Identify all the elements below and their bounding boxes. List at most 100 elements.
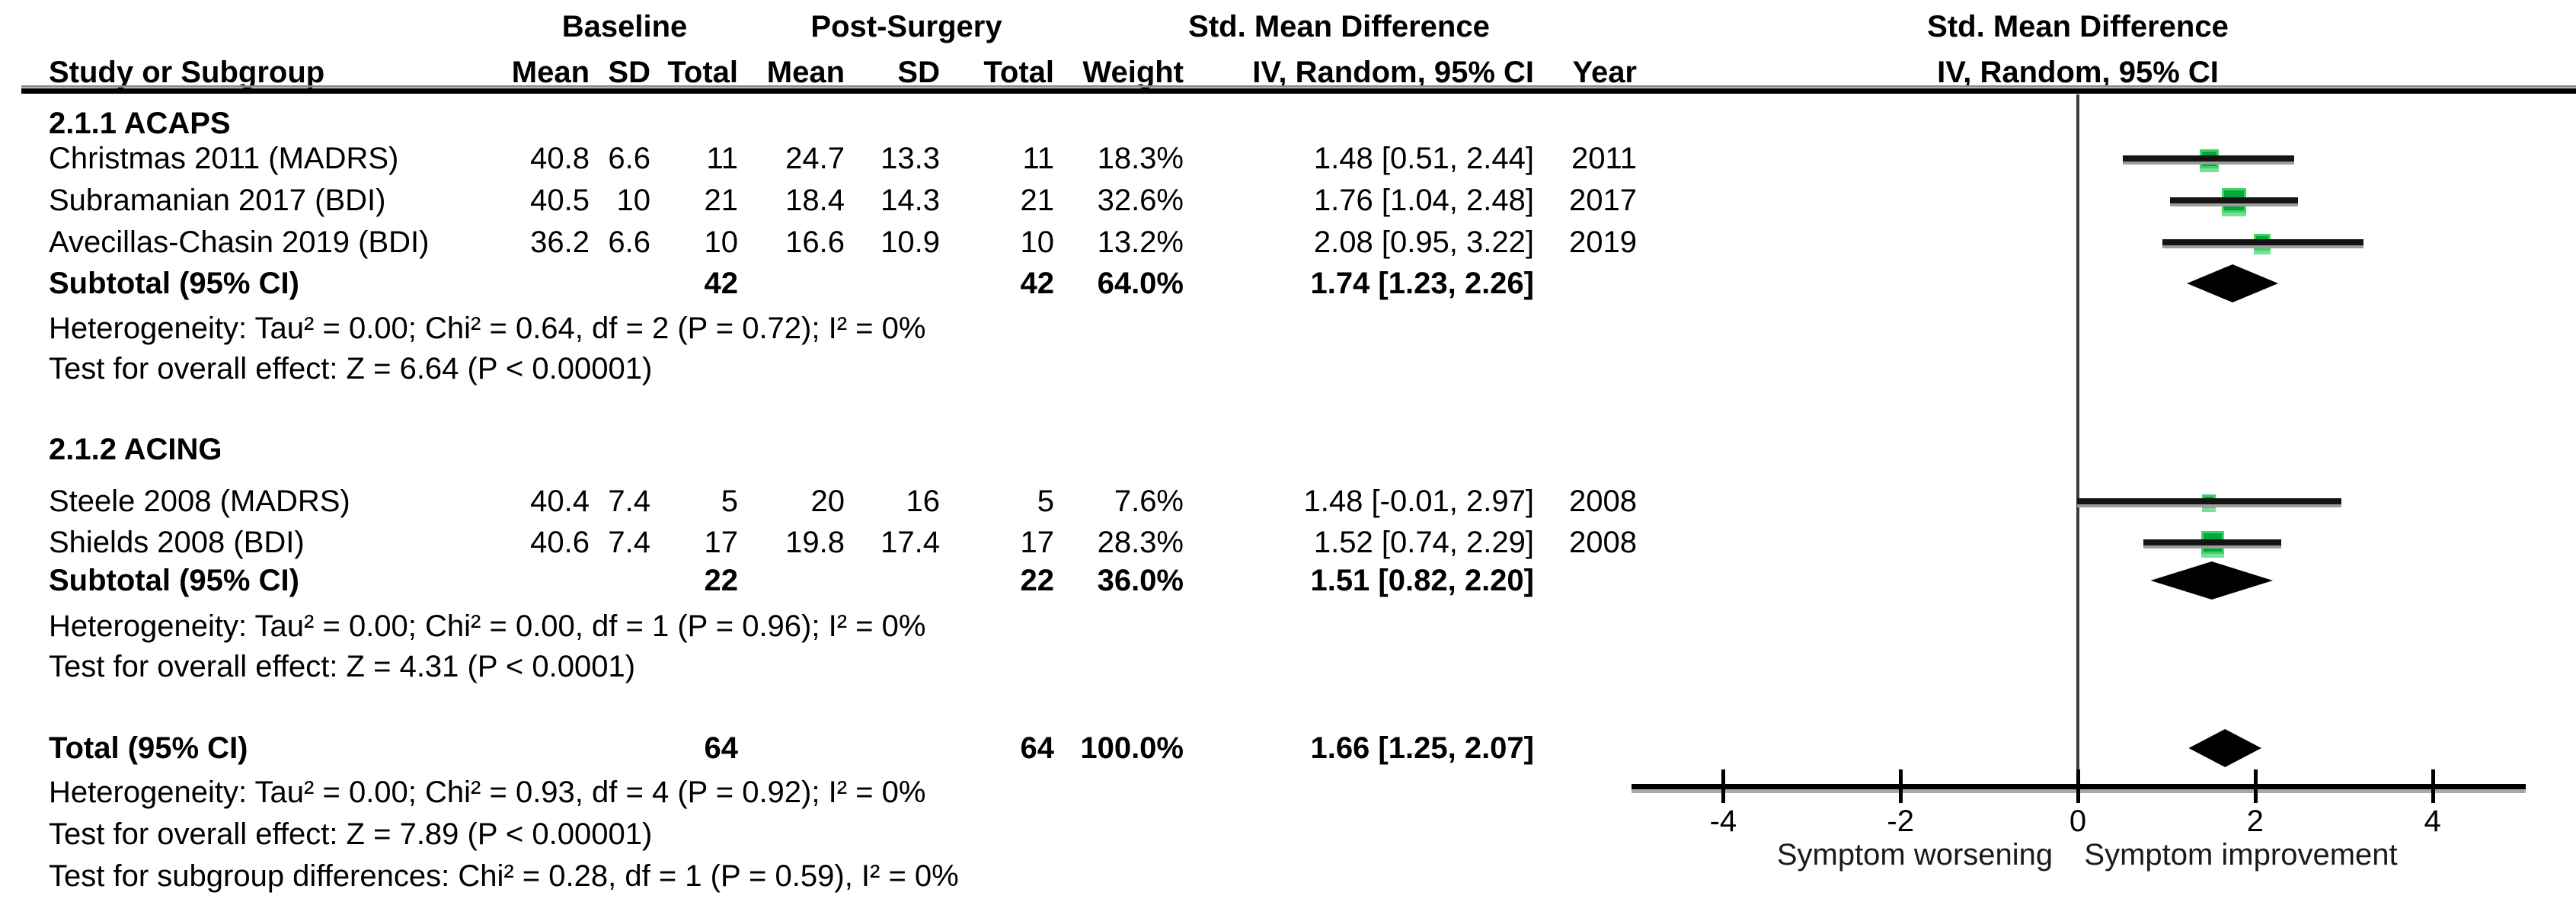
cell-total1: 64 xyxy=(704,731,739,765)
cell-sd1: 7.4 xyxy=(608,526,650,559)
col-header-ci: IV, Random, 95% CI xyxy=(1252,56,1534,89)
cell-total1: 42 xyxy=(704,267,739,300)
cell-sd1 xyxy=(590,563,650,598)
tick-mark xyxy=(2076,769,2080,803)
cell-sd2 xyxy=(845,266,940,301)
cell-weight: 32.6% xyxy=(1097,184,1184,217)
col-header-total2: Total xyxy=(983,56,1054,89)
cell-weight: 7.6% xyxy=(1114,485,1184,518)
col-header-year: Year xyxy=(1572,56,1637,89)
cell-mean2 xyxy=(738,731,845,766)
cell-pad xyxy=(0,484,49,519)
cell-ci: 1.66 [1.25, 2.07] xyxy=(1310,731,1534,765)
cell-year: 2008 xyxy=(1569,485,1637,518)
cell-weight: 28.3% xyxy=(1097,526,1184,559)
cell-sd2: 10.9 xyxy=(881,226,940,259)
col-header-mean2: Mean xyxy=(766,56,845,89)
cell-pad xyxy=(0,731,49,766)
study-row: Subramanian 2017 (BDI) 40.5 10 21 18.4 14.3 21… xyxy=(0,183,1637,218)
footnote: Heterogeneity: Tau² = 0.00; Chi² = 0.00,… xyxy=(49,609,926,643)
cell-pad xyxy=(0,225,49,260)
tick-label: 2 xyxy=(2246,804,2264,838)
cell-study: Subramanian 2017 (BDI) xyxy=(49,184,386,217)
zero-line xyxy=(2076,94,2079,786)
cell-year xyxy=(1534,266,1637,301)
cell-total2: 22 xyxy=(1020,564,1055,597)
tick-label: -4 xyxy=(1709,804,1737,838)
cell-total2: 5 xyxy=(1037,485,1054,518)
subtotal-diamond xyxy=(2150,561,2274,600)
cell-total1: 22 xyxy=(704,564,739,597)
group-header-smd: Std. Mean Difference xyxy=(1188,10,1490,43)
col-header-total1: Total xyxy=(667,56,738,89)
footnote: Test for subgroup differences: Chi² = 0.… xyxy=(49,859,959,893)
cell-study: Christmas 2011 (MADRS) xyxy=(49,142,399,175)
cell-ci: 1.52 [0.74, 2.29] xyxy=(1313,526,1534,559)
group-header-baseline: Baseline xyxy=(561,10,688,43)
cell-sd2 xyxy=(845,563,940,598)
cell-pad xyxy=(0,141,49,176)
subtotal-row: Subtotal (95% CI) 42 42 64.0% 1.74 [1.23, 2.… xyxy=(0,266,1637,301)
col-header-mean1: Mean xyxy=(511,56,590,89)
tick-label: -2 xyxy=(1887,804,1914,838)
col-header-sd2: SD xyxy=(897,56,940,89)
cell-sd1: 6.6 xyxy=(608,142,650,175)
cell-year: 2008 xyxy=(1569,526,1637,559)
cell-mean1: 40.4 xyxy=(530,485,590,518)
column-header-row: Study or Subgroup Mean SD Total Mean SD … xyxy=(0,55,1637,90)
cell-ci: 1.74 [1.23, 2.26] xyxy=(1310,267,1534,300)
cell-total2: 10 xyxy=(1020,226,1055,259)
cell-total2: 64 xyxy=(1020,731,1055,765)
cell-study: Avecillas-Chasin 2019 (BDI) xyxy=(49,226,430,259)
cell-pad xyxy=(0,563,49,598)
cell-mean2: 24.7 xyxy=(785,142,845,175)
footnote: Test for overall effect: Z = 7.89 (P < 0… xyxy=(49,817,653,851)
subtotal-row: Subtotal (95% CI) 22 22 36.0% 1.51 [0.82, 2.… xyxy=(0,563,1637,598)
cell-sd2: 13.3 xyxy=(881,142,940,175)
col-header-weight: Weight xyxy=(1082,56,1184,89)
cell-total1: 17 xyxy=(704,526,739,559)
cell-mean2 xyxy=(738,563,845,598)
cell-pad xyxy=(0,183,49,218)
cell-total2: 21 xyxy=(1020,184,1055,217)
axis-caption-left: Symptom worsening xyxy=(1776,838,2053,872)
plot-header-model: IV, Random, 95% CI xyxy=(1937,56,2219,89)
section-label: 2.1.1 ACAPS xyxy=(49,107,231,140)
cell-sd1 xyxy=(590,731,650,766)
cell-mean2: 20 xyxy=(810,485,845,518)
cell-mean1: 40.5 xyxy=(530,184,590,217)
cell-year xyxy=(1534,731,1637,766)
tick-label: 0 xyxy=(2069,804,2087,838)
cell-sd1 xyxy=(590,266,650,301)
cell-ci: 1.48 [0.51, 2.44] xyxy=(1313,142,1534,175)
footnote: Test for overall effect: Z = 6.64 (P < 0… xyxy=(49,352,653,385)
plot-header-smd: Std. Mean Difference xyxy=(1927,10,2229,43)
cell-total1: 21 xyxy=(704,184,739,217)
cell-mean1 xyxy=(460,563,590,598)
cell-study: Shields 2008 (BDI) xyxy=(49,526,305,559)
footnote: Heterogeneity: Tau² = 0.00; Chi² = 0.64,… xyxy=(49,312,926,345)
cell-total2: 17 xyxy=(1020,526,1055,559)
total-diamond xyxy=(2188,729,2261,767)
cell-year xyxy=(1534,563,1637,598)
cell-sd2: 14.3 xyxy=(881,184,940,217)
cell-pad xyxy=(0,525,49,560)
cell-total1: 5 xyxy=(721,485,738,518)
section-label: 2.1.2 ACING xyxy=(49,433,222,466)
cell-weight: 64.0% xyxy=(1097,267,1184,300)
study-row: Avecillas-Chasin 2019 (BDI) 36.2 6.6 10 16.6… xyxy=(0,225,1637,260)
cell-study: Subtotal (95% CI) xyxy=(49,564,299,597)
cell-weight: 18.3% xyxy=(1097,142,1184,175)
cell-total1: 10 xyxy=(704,226,739,259)
cell-ci: 2.08 [0.95, 3.22] xyxy=(1313,226,1534,259)
cell-study: Total (95% CI) xyxy=(49,731,248,765)
header-rule-gray xyxy=(21,85,2576,88)
ci-line-shields xyxy=(2143,539,2281,545)
cell-total2: 11 xyxy=(1022,142,1054,175)
cell-mean2: 19.8 xyxy=(785,526,845,559)
tick-label: 4 xyxy=(2424,804,2441,838)
cell-total1: 11 xyxy=(706,142,738,175)
footnote: Heterogeneity: Tau² = 0.00; Chi² = 0.93,… xyxy=(49,776,926,809)
axis-caption-right: Symptom improvement xyxy=(2084,838,2398,872)
